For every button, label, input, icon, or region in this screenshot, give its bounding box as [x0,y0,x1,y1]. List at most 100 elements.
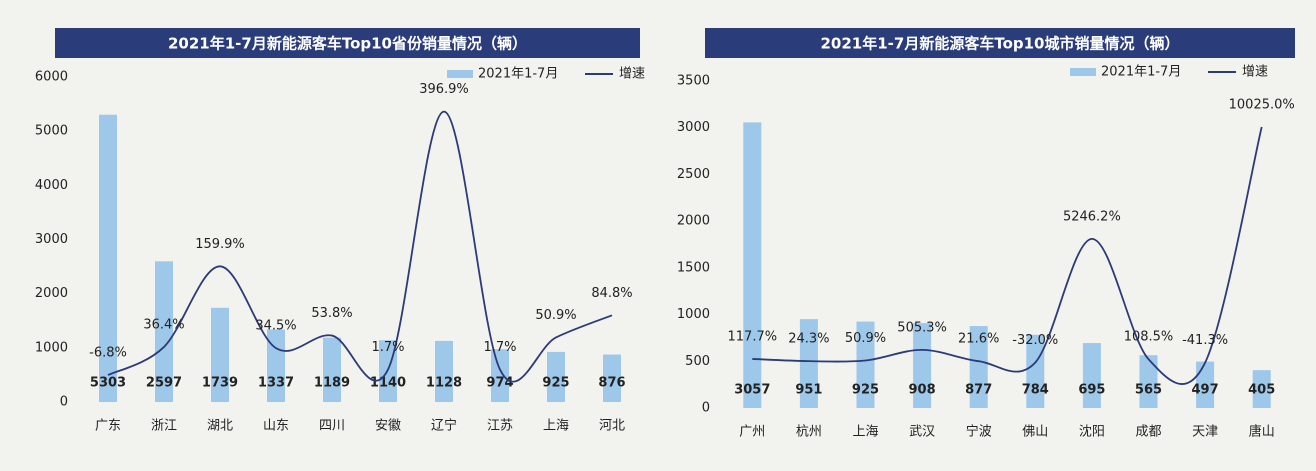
y-tick-label: 3000 [35,232,68,247]
y-tick-label: 500 [685,354,710,369]
bar-value-label: 695 [1078,383,1105,398]
bar [1026,334,1045,408]
x-tick-label: 杭州 [796,425,822,440]
line-value-label: 53.8% [311,306,352,321]
line-value-label: 159.9% [195,237,245,252]
legend-label: 2021年1-7月 [1101,65,1181,80]
line-value-label: 396.9% [419,82,469,97]
legend-swatch [1070,68,1096,76]
bar [1252,370,1271,408]
x-tick-label: 武汉 [909,425,935,440]
line-value-label: 50.9% [845,331,886,346]
legend-label: 增速 [619,67,645,82]
y-tick-label: 2000 [677,214,710,229]
x-tick-label: 河北 [599,419,625,434]
bar [155,261,173,402]
y-tick-label: 1000 [677,307,710,322]
bar [99,114,117,403]
chart-title: 2021年1-7月新能源客车Top10省份销量情况（辆） [168,35,527,53]
bar [743,122,762,408]
bar [1082,343,1101,408]
bar [211,307,229,402]
y-tick-label: 1500 [677,260,710,275]
growth-line [752,126,1263,385]
title-band [55,28,640,58]
bar-value-label: 2597 [146,376,182,391]
growth-line [107,110,613,383]
x-tick-label: 宁波 [966,424,992,440]
bar-value-label: 405 [1248,383,1275,398]
x-tick-label: 上海 [852,425,878,440]
x-tick-label: 上海 [543,419,569,434]
bar [799,319,818,408]
bar [435,340,453,402]
bar-value-label: 908 [909,383,936,398]
legend-swatch [447,70,473,78]
bar-value-label: 5303 [90,376,126,391]
bar [1139,355,1158,408]
y-tick-label: 3000 [677,120,710,135]
bar-value-label: 1337 [258,376,294,391]
line-value-label: 36.4% [143,317,184,332]
line-value-label: 1.7% [483,340,516,355]
bar-value-label: 951 [795,383,822,398]
bar [913,323,932,408]
line-value-label: 24.3% [788,332,829,347]
chart-title: 2021年1-7月新能源客车Top10城市销量情况（辆） [820,35,1179,53]
bar-value-label: 974 [486,376,513,391]
bar [856,321,875,408]
x-tick-label: 安徽 [375,419,401,434]
x-tick-label: 四川 [319,419,345,434]
bar [323,337,341,402]
bar-value-label: 876 [598,376,625,391]
x-tick-label: 天津 [1192,425,1218,440]
x-tick-label: 湖北 [207,419,233,434]
bar [267,329,285,402]
x-tick-label: 佛山 [1022,425,1048,440]
line-value-label: 34.5% [255,319,296,334]
y-tick-label: 5000 [35,124,68,139]
bar [491,349,509,402]
line-value-label: 117.7% [728,329,778,344]
line-value-label: -41.3% [1182,333,1228,348]
line-value-label: 21.6% [958,332,999,347]
legend-label: 2021年1-7月 [478,67,558,82]
bar-value-label: 1739 [202,376,238,391]
bar [547,351,565,402]
bar-value-label: 3057 [734,383,770,398]
line-value-label: -6.8% [89,346,127,361]
bar-value-label: 565 [1135,383,1162,398]
bar-value-label: 784 [1022,383,1049,398]
y-tick-label: 0 [60,395,68,410]
line-value-label: 10025.0% [1229,97,1295,112]
x-tick-label: 成都 [1135,425,1161,440]
bar-value-label: 925 [852,383,879,398]
y-tick-label: 0 [702,401,710,416]
x-tick-label: 山东 [263,419,289,434]
bar [1196,361,1215,408]
bar-value-label: 1189 [314,376,350,391]
y-tick-label: 1000 [35,340,68,355]
bar-value-label: 877 [965,383,992,398]
x-tick-label: 唐山 [1249,424,1275,440]
line-value-label: 84.8% [591,286,632,301]
x-tick-label: 浙江 [151,419,177,434]
bar-value-label: 1140 [370,376,406,391]
x-tick-label: 广州 [739,425,765,440]
y-tick-label: 2000 [35,286,68,301]
x-tick-label: 辽宁 [431,418,457,434]
bar-value-label: 1128 [426,376,462,391]
title-band [705,28,1295,58]
x-tick-label: 广东 [95,419,121,434]
line-value-label: 1.7% [371,340,404,355]
bar-value-label: 497 [1192,383,1219,398]
bar [603,354,621,402]
line-value-label: 505.3% [897,320,947,335]
bar-value-label: 925 [542,376,569,391]
y-tick-label: 6000 [35,70,68,85]
line-value-label: 108.5% [1124,330,1174,345]
line-value-label: -32.0% [1012,333,1058,348]
x-tick-label: 江苏 [487,418,513,434]
y-tick-label: 4000 [35,178,68,193]
